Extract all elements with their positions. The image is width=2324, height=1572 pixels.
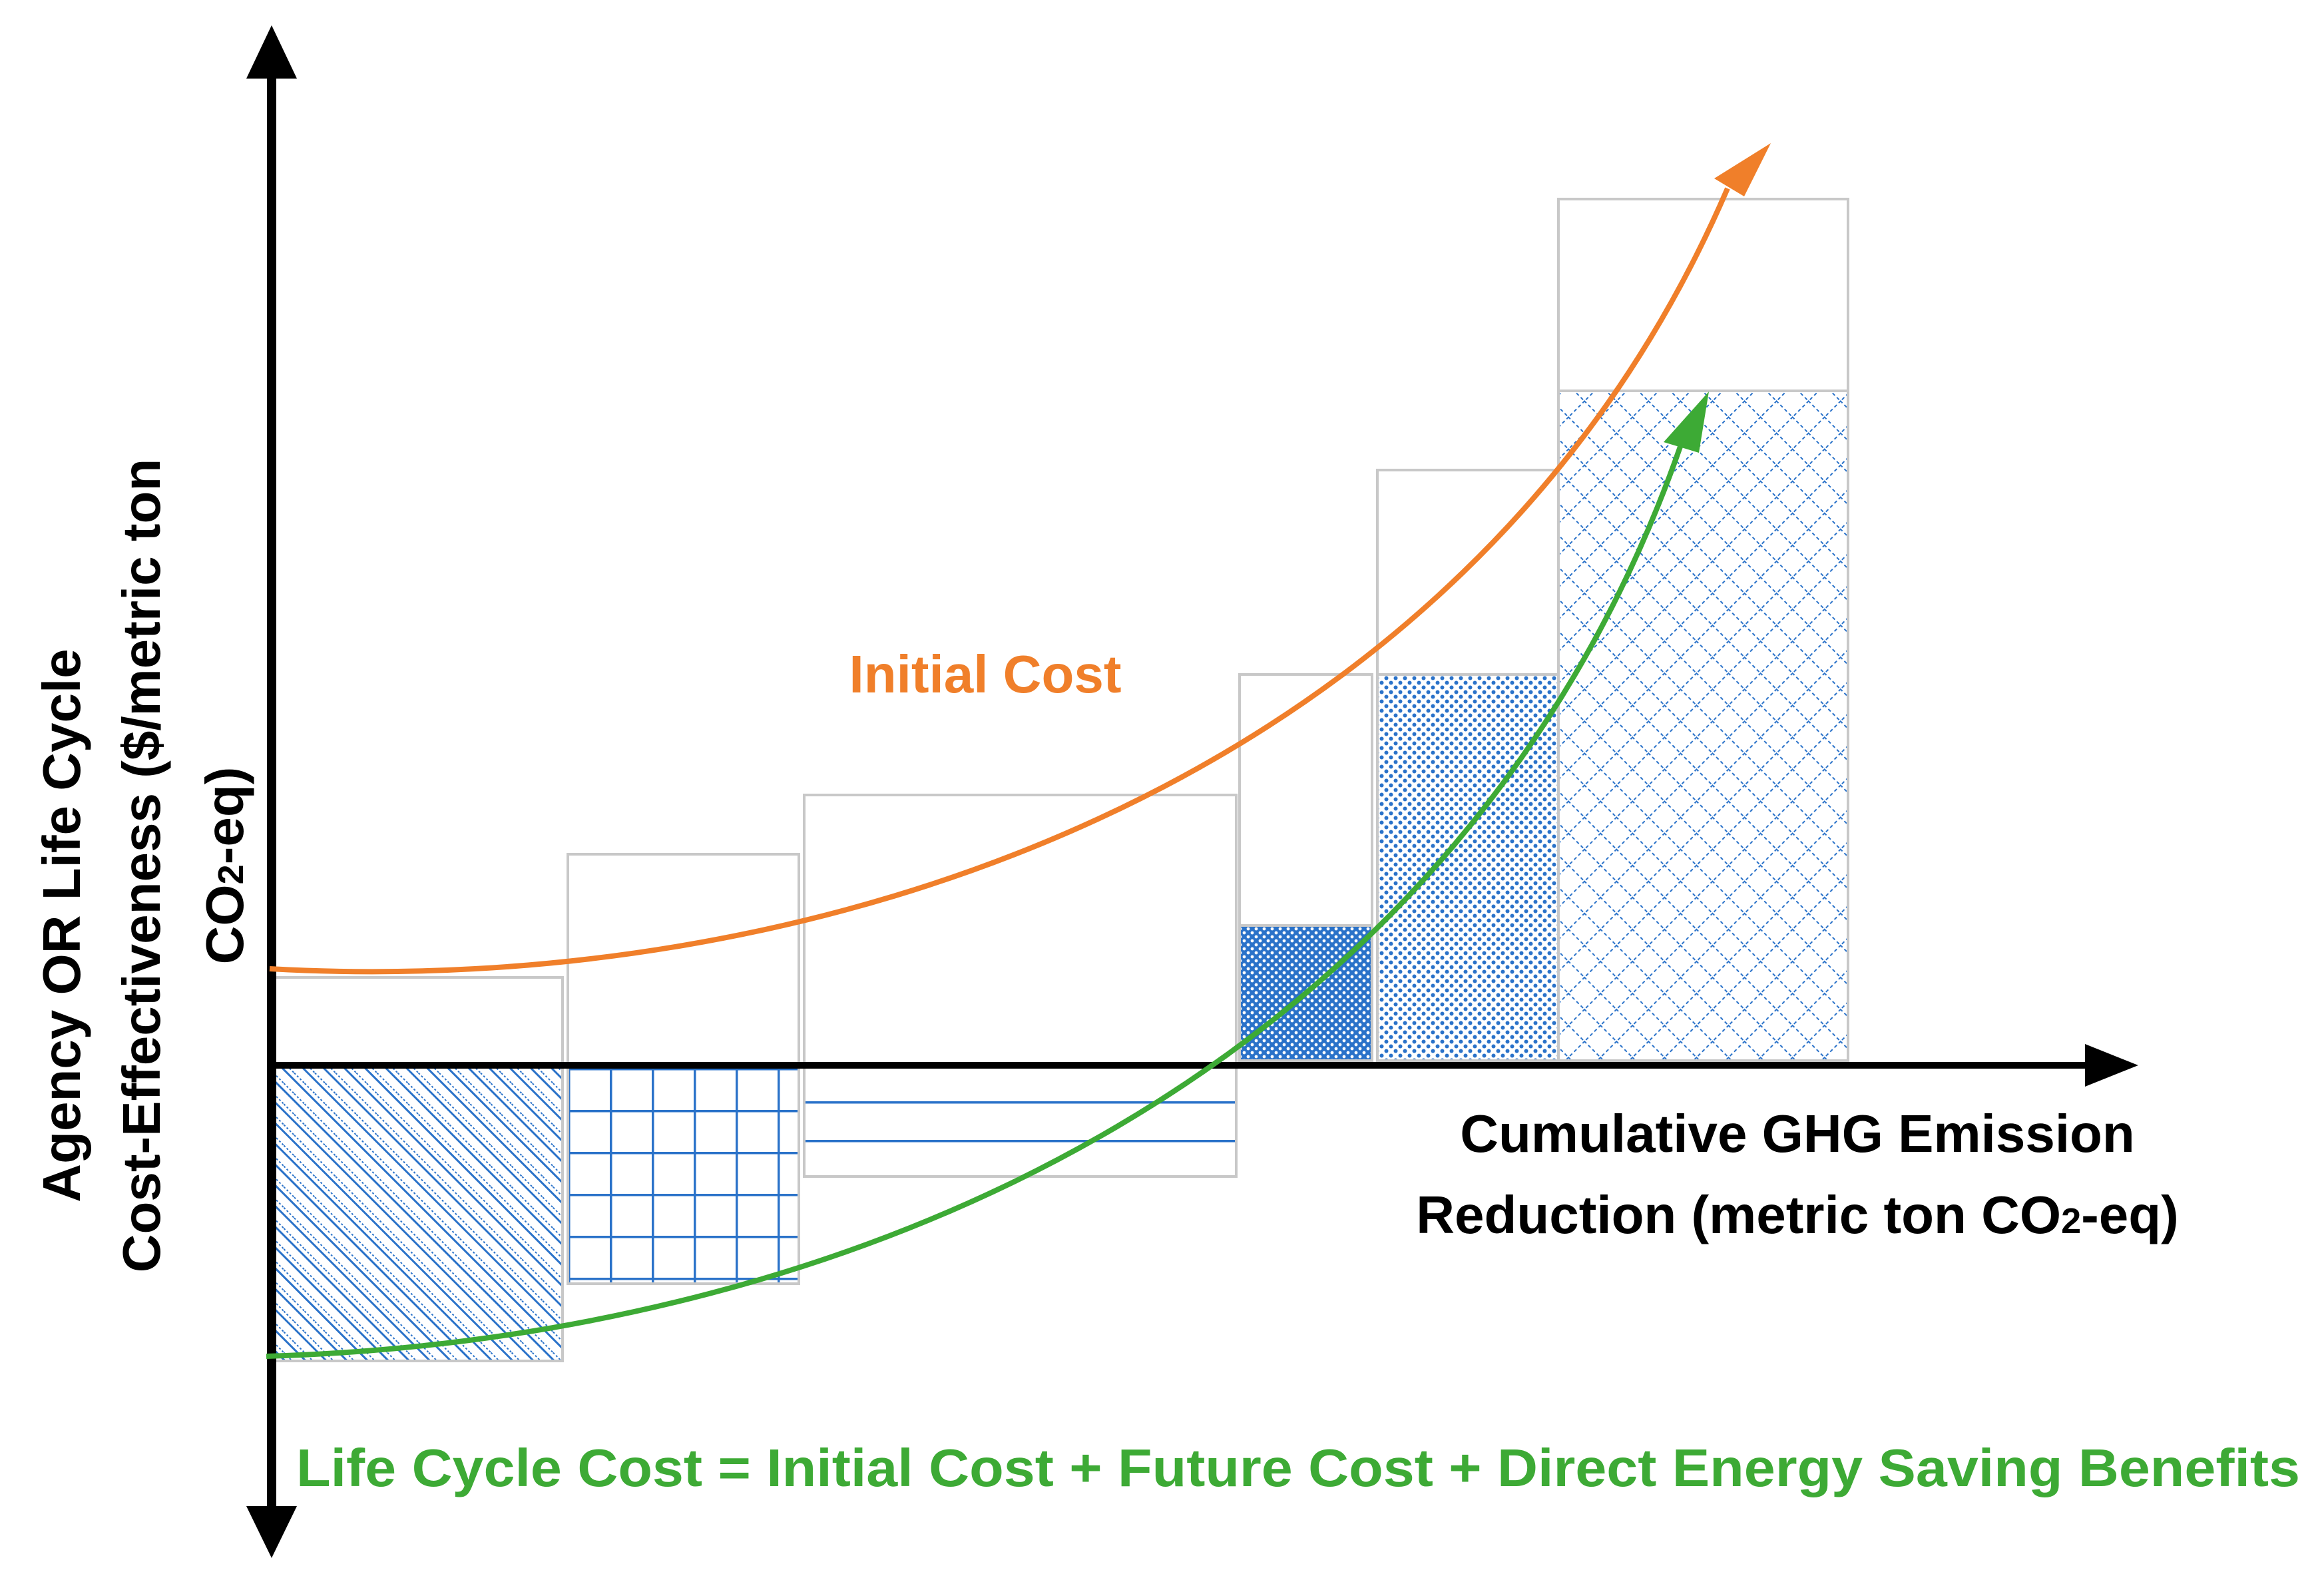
- measure-3-life-cycle-bar: [803, 1065, 1238, 1178]
- y-axis-down-arrowhead: [246, 1506, 297, 1558]
- x-axis-arrowhead: [2085, 1044, 2138, 1087]
- measure-6: [1557, 198, 1849, 1062]
- measure-5-life-cycle-bar: [1376, 673, 1560, 1062]
- y-axis: [246, 25, 297, 1558]
- measure-2: [567, 853, 800, 1285]
- y-axis-up-arrowhead: [246, 25, 297, 79]
- measure-3-initial-cost-box: [803, 794, 1238, 1066]
- life-cycle-cost-arrowhead: [1664, 392, 1709, 453]
- initial-cost-label: Initial Cost: [849, 645, 1122, 704]
- measure-3: [803, 794, 1238, 1178]
- measure-1: [270, 976, 564, 1362]
- initial-cost-arrowhead: [1714, 143, 1771, 196]
- measure-1-life-cycle-bar: [270, 1065, 564, 1362]
- y-axis-label: Agency OR Life Cycle Cost-Effectiveness …: [32, 459, 254, 1273]
- measure-1-initial-cost-box: [270, 976, 564, 1066]
- measure-6-life-cycle-bar: [1557, 390, 1849, 1062]
- y-axis-label-line2: Cost-Effectiveness ($/metric ton: [112, 459, 171, 1273]
- x-axis-label-line2: Reduction (metric ton CO2-eq): [1416, 1185, 2179, 1244]
- y-axis-label-line1: Agency OR Life Cycle: [32, 649, 91, 1202]
- x-axis-label-line1: Cumulative GHG Emission: [1460, 1104, 2135, 1163]
- x-axis: [272, 1044, 2138, 1087]
- x-axis-label: Cumulative GHG Emission Reduction (metri…: [1416, 1104, 2179, 1244]
- initial-cost-curve: [269, 143, 1771, 975]
- measure-5: [1376, 469, 1560, 1062]
- life-cycle-cost-formula: Life Cycle Cost = Initial Cost + Future …: [296, 1438, 2300, 1497]
- measure-2-life-cycle-bar: [567, 1065, 800, 1285]
- y-axis-label-line3: CO2-eq): [195, 767, 254, 965]
- life-cycle-cost-curve: [266, 392, 1709, 1359]
